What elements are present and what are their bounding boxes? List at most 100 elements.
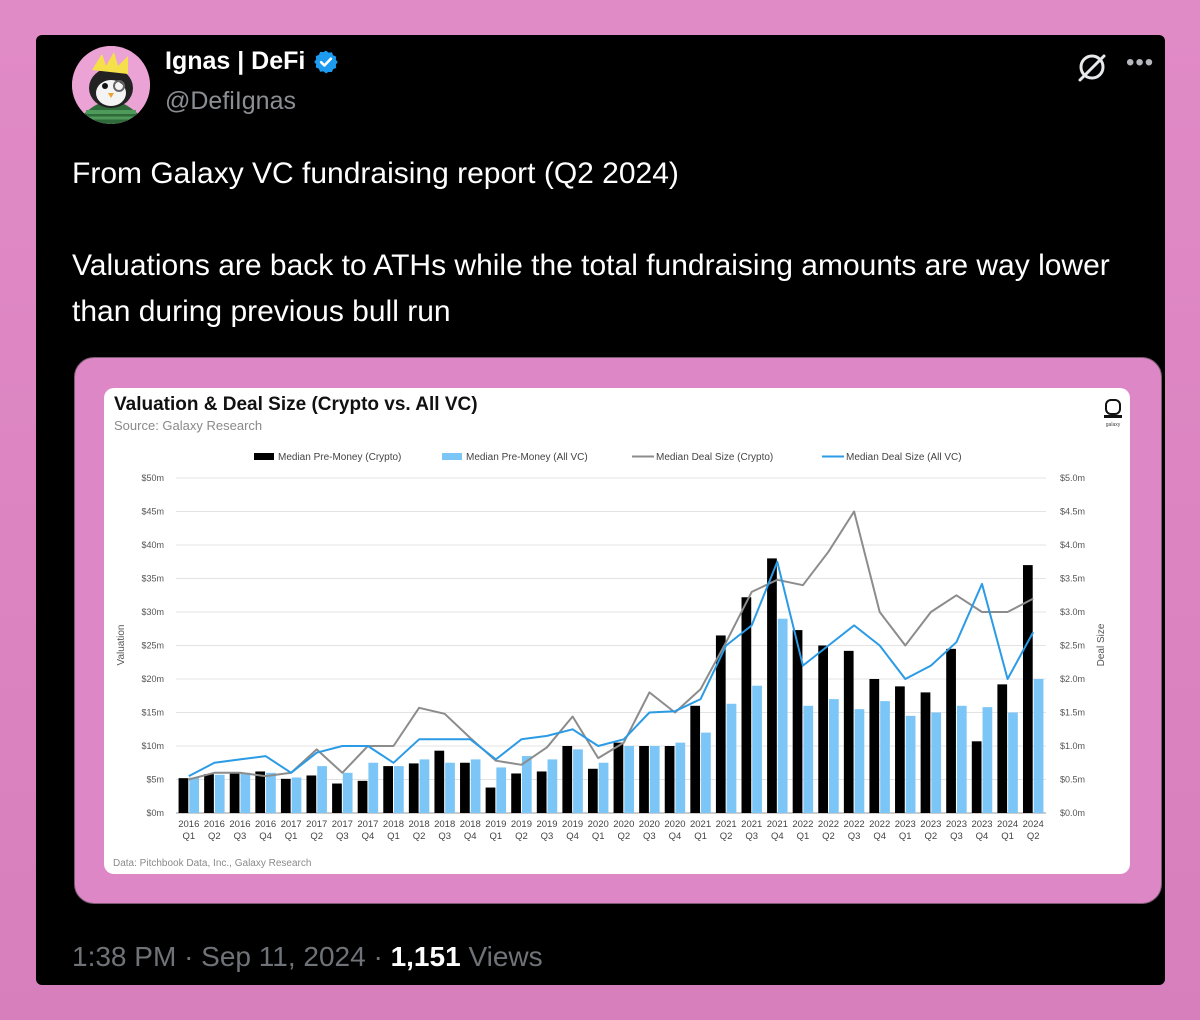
x-tick-quarter: Q2 xyxy=(515,831,528,842)
author-name[interactable]: Ignas | DeFi xyxy=(165,47,339,76)
x-tick-year: 2019 xyxy=(485,819,506,830)
bar-pre-money-crypto xyxy=(613,742,624,813)
chart-legend: Median Pre-Money (Crypto) Median Pre-Mone… xyxy=(254,452,962,463)
bar-pre-money-crypto xyxy=(920,692,931,813)
tweet-media[interactable]: Valuation & Deal Size (Crypto vs. All VC… xyxy=(74,357,1162,904)
grok-icon[interactable] xyxy=(1076,51,1108,83)
x-tick-year: 2023 xyxy=(971,819,992,830)
x-tick-year: 2019 xyxy=(536,819,557,830)
x-tick-year: 2017 xyxy=(357,819,378,830)
bar-pre-money-crypto xyxy=(1022,565,1033,813)
bar-pre-money-crypto xyxy=(229,772,240,813)
x-tick-year: 2020 xyxy=(664,819,685,830)
bar-pre-money-crypto xyxy=(280,778,291,813)
y2-tick-label: $4.5m xyxy=(1060,507,1085,517)
penguin-avatar-icon xyxy=(72,46,150,124)
tweet-text-line-1: From Galaxy VC fundraising report (Q2 20… xyxy=(72,157,679,190)
bar-pre-money-allvc xyxy=(701,732,711,813)
bar-pre-money-crypto xyxy=(383,766,393,813)
bar-pre-money-crypto xyxy=(818,645,828,813)
legend-label: Median Deal Size (All VC) xyxy=(846,452,962,463)
bar-pre-money-allvc xyxy=(521,756,532,813)
x-tick-year: 2017 xyxy=(332,819,353,830)
x-tick-quarter: Q2 xyxy=(1027,831,1040,842)
tweet-card: Ignas | DeFi @DefiIgnas ••• From Galaxy … xyxy=(36,35,1165,985)
y2-tick-label: $2.5m xyxy=(1060,641,1085,651)
x-tick-year: 2022 xyxy=(818,819,839,830)
bar-pre-money-crypto xyxy=(792,630,803,813)
bar-pre-money-crypto xyxy=(741,597,752,813)
x-tick-year: 2018 xyxy=(409,819,430,830)
y2-tick-label: $0.0m xyxy=(1060,808,1085,818)
x-tick-year: 2016 xyxy=(255,819,276,830)
bar-pre-money-allvc xyxy=(880,701,890,813)
bar-pre-money-crypto xyxy=(843,650,854,813)
bar-pre-money-allvc xyxy=(956,705,967,813)
tweet-time[interactable]: 1:38 PM xyxy=(72,941,177,972)
x-tick-year: 2020 xyxy=(588,819,609,830)
x-tick-quarter: Q3 xyxy=(438,831,451,842)
y-tick-label: $50m xyxy=(141,473,164,483)
x-tick-quarter: Q3 xyxy=(541,831,554,842)
bar-pre-money-allvc xyxy=(1033,679,1044,813)
x-tick-year: 2021 xyxy=(690,819,711,830)
more-options-icon[interactable]: ••• xyxy=(1126,49,1155,76)
bar-pre-money-allvc xyxy=(266,772,276,813)
views-count: 1,151 xyxy=(390,941,461,972)
avatar[interactable] xyxy=(72,46,150,124)
y2-tick-label: $4.0m xyxy=(1060,540,1085,550)
y2-axis-label: Deal Size xyxy=(1096,623,1107,666)
y2-tick-label: $3.0m xyxy=(1060,607,1085,617)
x-tick-year: 2020 xyxy=(613,819,634,830)
tweet-text-line-2: Valuations are back to ATHs while the to… xyxy=(72,249,1110,328)
x-tick-quarter: Q1 xyxy=(694,831,707,842)
x-tick-year: 2021 xyxy=(767,819,788,830)
tweet-text: From Galaxy VC fundraising report (Q2 20… xyxy=(72,151,1152,335)
tweet-date[interactable]: Sep 11, 2024 xyxy=(201,941,366,972)
legend-label: Median Pre-Money (All VC) xyxy=(466,452,588,463)
bar-pre-money-allvc xyxy=(419,759,430,813)
x-tick-year: 2024 xyxy=(997,819,1018,830)
views-label: Views xyxy=(468,941,543,972)
x-tick-year: 2023 xyxy=(946,819,967,830)
legend-swatch-bar xyxy=(442,453,462,460)
bar-pre-money-allvc xyxy=(547,759,558,813)
x-tick-quarter: Q1 xyxy=(182,831,195,842)
chart-card: Valuation & Deal Size (Crypto vs. All VC… xyxy=(104,388,1130,874)
bar-pre-money-crypto xyxy=(971,741,982,813)
bar-pre-money-allvc xyxy=(624,746,635,813)
y-tick-label: $20m xyxy=(141,674,164,684)
bar-pre-money-allvc xyxy=(598,762,609,813)
x-tick-quarter: Q2 xyxy=(310,831,323,842)
x-tick-quarter: Q1 xyxy=(1001,831,1014,842)
x-tick-year: 2016 xyxy=(229,819,250,830)
author-name-text[interactable]: Ignas | DeFi xyxy=(165,47,306,75)
x-tick-year: 2018 xyxy=(460,819,481,830)
author-handle[interactable]: @DefiIgnas xyxy=(165,87,296,115)
x-tick-quarter: Q4 xyxy=(566,831,579,842)
y-tick-label: $5m xyxy=(146,775,164,785)
bar-pre-money-allvc xyxy=(470,759,481,813)
bar-pre-money-crypto xyxy=(895,686,905,813)
legend-swatch-bar xyxy=(254,453,274,460)
x-tick-quarter: Q1 xyxy=(899,831,912,842)
y2-tick-label: $3.5m xyxy=(1060,574,1085,584)
bar-pre-money-crypto xyxy=(332,783,342,813)
bar-pre-money-crypto xyxy=(869,679,880,813)
bar-pre-money-allvc xyxy=(1008,712,1018,813)
bar-pre-money-crypto xyxy=(408,763,419,813)
line-deal-size-crypto xyxy=(188,510,1034,781)
y2-tick-label: $5.0m xyxy=(1060,473,1085,483)
bar-pre-money-allvc xyxy=(854,709,865,813)
bar-pre-money-allvc xyxy=(189,777,200,813)
bar-pre-money-allvc xyxy=(931,712,942,813)
y-tick-label: $35m xyxy=(141,574,164,584)
bar-pre-money-allvc xyxy=(675,742,686,813)
x-tick-quarter: Q2 xyxy=(822,831,835,842)
x-tick-year: 2021 xyxy=(741,819,762,830)
x-tick-quarter: Q4 xyxy=(669,831,682,842)
bar-pre-money-crypto xyxy=(511,773,521,813)
x-tick-quarter: Q4 xyxy=(771,831,784,842)
x-tick-quarter: Q4 xyxy=(259,831,272,842)
x-tick-quarter: Q3 xyxy=(950,831,963,842)
